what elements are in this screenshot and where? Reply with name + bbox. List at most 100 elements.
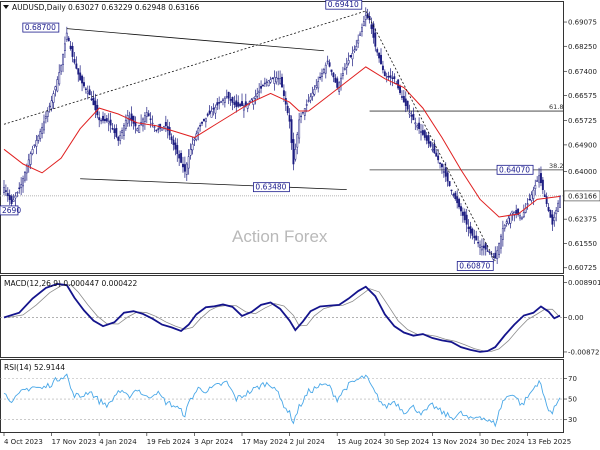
candle-body	[286, 105, 289, 114]
candle-body	[378, 52, 381, 59]
candle-body	[222, 99, 224, 101]
price-axis-label: 0.67400	[568, 68, 597, 76]
candle-body	[340, 77, 342, 87]
ohlc-values: 0.63027 0.63229 0.62948 0.63166	[68, 3, 199, 12]
candle-body	[44, 116, 47, 119]
candle-body	[138, 125, 141, 133]
candle-body	[538, 175, 541, 183]
rsi-layer	[0, 373, 563, 428]
time-axis-label: 17 Nov 2023	[52, 438, 97, 446]
candle-body	[336, 78, 339, 88]
candle-body	[197, 128, 200, 134]
candle-body	[204, 117, 207, 123]
candle-body	[46, 111, 49, 117]
candle-body	[330, 69, 333, 72]
candle-body	[109, 119, 112, 126]
candle-body	[29, 153, 32, 165]
candle-body	[416, 125, 419, 128]
candle-body	[143, 115, 146, 122]
macd-layer	[0, 283, 563, 353]
candle-body	[218, 102, 221, 104]
candle-body	[77, 68, 80, 75]
candle-body	[290, 119, 293, 143]
candle-body	[60, 65, 63, 72]
candle-body	[241, 101, 243, 106]
candle-body	[425, 135, 428, 141]
collapse-arrow-icon[interactable]	[3, 5, 9, 9]
price-annotation-label: 0.68700	[25, 23, 56, 32]
candle-body	[296, 134, 299, 148]
candle-body	[431, 149, 434, 151]
candle-body	[515, 210, 518, 214]
candle-body	[155, 129, 158, 132]
candle-body	[83, 82, 85, 87]
candle-body	[465, 214, 468, 225]
candle-body	[180, 152, 183, 163]
candle-body	[334, 77, 337, 83]
candle-body	[233, 102, 236, 105]
candle-body	[282, 90, 285, 96]
candle-body	[237, 102, 240, 107]
candle-body	[321, 73, 323, 77]
candle-body	[210, 111, 213, 118]
candle-body	[33, 144, 36, 146]
candle-body	[54, 86, 57, 91]
candle-body	[317, 81, 320, 89]
candle-body	[307, 100, 310, 102]
candle-body	[300, 115, 302, 118]
candle-body	[52, 93, 55, 103]
candle-body	[420, 131, 422, 133]
price-annotation-box	[0, 205, 19, 216]
watermark: Action Forex	[232, 227, 328, 246]
rsi-axis-label: 50	[568, 396, 577, 404]
candle-body	[134, 122, 137, 127]
candle-body	[520, 216, 523, 220]
candle-body	[479, 244, 481, 248]
current-price-badge	[563, 190, 600, 202]
candle-body	[121, 130, 124, 134]
candle-body	[381, 65, 384, 71]
candle-body	[199, 125, 202, 127]
candle-body	[433, 143, 436, 154]
candle-body	[555, 209, 558, 215]
candle-body	[357, 39, 360, 44]
candle-body	[263, 82, 266, 85]
price-annotation-label: 0.64070	[499, 165, 530, 174]
candle-body	[262, 85, 264, 87]
candle-body	[63, 43, 66, 51]
candle-body	[48, 105, 51, 108]
candle-body	[292, 139, 295, 165]
candle-body	[362, 21, 365, 27]
candle-body	[288, 115, 291, 122]
rsi-panel-frame	[0, 359, 564, 433]
candle-body	[528, 198, 531, 201]
candle-body	[482, 245, 485, 249]
candle-body	[191, 143, 194, 151]
candle-body	[225, 96, 228, 98]
candle-body	[402, 95, 405, 103]
price-axis-label: 0.63166	[568, 192, 597, 200]
price-annotation-label: 0.63480	[255, 183, 286, 192]
candle-body	[75, 63, 78, 69]
candle-body	[549, 210, 552, 218]
candle-body	[176, 145, 179, 154]
candle-body	[387, 76, 390, 78]
rsi-line	[3, 373, 561, 428]
candle-body	[326, 60, 329, 63]
candle-body	[519, 215, 521, 219]
candle-body	[440, 163, 443, 168]
candle-body	[511, 210, 514, 214]
candle-body	[166, 126, 169, 131]
fib-level-label: 38.2	[549, 162, 563, 170]
candle-body	[84, 88, 87, 90]
candle-body	[406, 100, 409, 110]
candle-body	[279, 78, 282, 84]
candle-body	[100, 119, 103, 122]
solid-trendline	[80, 178, 347, 191]
candle-body	[442, 171, 445, 173]
candle-body	[4, 190, 7, 192]
candle-body	[547, 207, 550, 211]
candle-body	[183, 164, 186, 172]
candle-body	[256, 93, 259, 97]
price-panel-frame	[0, 1, 564, 274]
